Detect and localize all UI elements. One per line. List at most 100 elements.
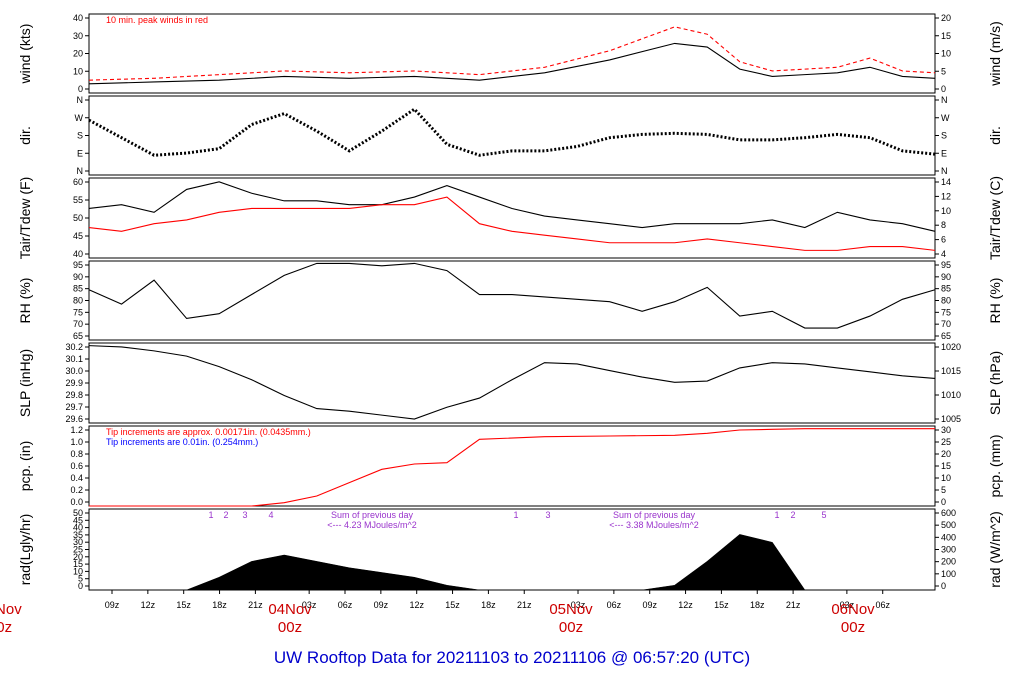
ytick-label-right-slp: 1010 — [941, 390, 961, 400]
xtick-label: 06z — [875, 600, 890, 610]
marker-label: 5 — [821, 510, 826, 520]
ytick-label-left-rad: 50 — [73, 508, 83, 518]
ytick-label-left-rad: 45 — [73, 515, 83, 525]
marker-label: 1 — [513, 510, 518, 520]
ytick-label-right-pcp: 5 — [941, 485, 946, 495]
ytick-label-right-rad: 300 — [941, 545, 956, 555]
day-label-hour: 00z — [0, 619, 12, 636]
ytick-label-right-pcp: 15 — [941, 461, 951, 471]
ylabel-right-slp: SLP (hPa) — [987, 351, 1003, 415]
ytick-label-left-rad: 5 — [78, 574, 83, 584]
panel-frame-slp — [88, 342, 936, 424]
marker-label: 2 — [790, 510, 795, 520]
xtick-label: 12z — [409, 600, 424, 610]
ytick-label-left-rad: 25 — [73, 545, 83, 555]
ytick-label-right-rh: 70 — [941, 319, 951, 329]
ytick-label-left-wind: 40 — [73, 13, 83, 23]
ytick-label-right-slp: 1020 — [941, 342, 961, 352]
day-label-date: 06Nov — [831, 601, 875, 618]
ylabel-left-temp: Tair/Tdew (F) — [17, 177, 33, 259]
series-area-rad — [89, 534, 935, 591]
ytick-label-right-pcp: 0 — [941, 497, 946, 507]
ylabel-right-rad: rad (W/m^2) — [987, 511, 1003, 588]
ytick-label-left-wind: 20 — [73, 49, 83, 59]
ytick-label-right-slp: 1015 — [941, 366, 961, 376]
day-label-hour: 00z — [278, 619, 302, 636]
day-label-hour: 00z — [841, 619, 865, 636]
ytick-label-left-rh: 75 — [73, 307, 83, 317]
xtick-label: 09z — [105, 600, 120, 610]
annotation-sum-previous-day: Sum of previous day — [613, 510, 696, 520]
panel-frame-wind — [88, 13, 936, 94]
ytick-label-left-pcp: 0.4 — [70, 473, 83, 483]
ytick-label-left-rh: 65 — [73, 331, 83, 341]
ytick-label-right-wind: 0 — [941, 84, 946, 94]
ytick-label-right-rh: 90 — [941, 272, 951, 282]
marker-label: 1 — [208, 510, 213, 520]
ytick-label-left-rh: 85 — [73, 284, 83, 294]
xtick-label: 15z — [445, 600, 460, 610]
marker-label: 3 — [545, 510, 550, 520]
xtick-label: 21z — [786, 600, 801, 610]
xtick-label: 03z — [302, 600, 317, 610]
ytick-label-left-rad: 40 — [73, 523, 83, 533]
ytick-label-right-rh: 80 — [941, 296, 951, 306]
ytick-label-left-rad: 15 — [73, 559, 83, 569]
series-line-rh-0 — [88, 262, 936, 329]
ylabel-left-rad: rad(Lgly/hr) — [17, 514, 33, 586]
ytick-label-right-rad: 600 — [941, 508, 956, 518]
ytick-label-right-wind: 5 — [941, 66, 946, 76]
ylabel-right-wind: wind (m/s) — [987, 21, 1003, 87]
xtick-label: 06z — [338, 600, 353, 610]
ytick-label-left-rad: 30 — [73, 537, 83, 547]
ytick-label-left-slp: 29.9 — [65, 378, 83, 388]
ytick-label-left-temp: 45 — [73, 231, 83, 241]
ytick-label-left-pcp: 1.2 — [70, 425, 83, 435]
ylabel-left-pcp: pcp. (in) — [17, 441, 33, 492]
ytick-label-left-dir: S — [77, 131, 83, 141]
panel-frame-rad — [88, 508, 936, 591]
ytick-label-left-slp: 30.0 — [65, 366, 83, 376]
ytick-label-right-rh: 95 — [941, 260, 951, 270]
ytick-label-right-dir: N — [941, 95, 948, 105]
ytick-label-right-dir: N — [941, 166, 948, 176]
ytick-label-right-temp: 8 — [941, 220, 946, 230]
ytick-label-left-dir: W — [75, 113, 84, 123]
ytick-label-right-rh: 65 — [941, 331, 951, 341]
ytick-label-left-dir: E — [77, 148, 83, 158]
ytick-label-right-rad: 400 — [941, 532, 956, 542]
marker-label: 2 — [223, 510, 228, 520]
annotation-peak-winds: 10 min. peak winds in red — [106, 15, 208, 25]
ytick-label-right-slp: 1005 — [941, 414, 961, 424]
annotation-sum-value: <--- 4.23 MJoules/m^2 — [327, 520, 417, 530]
ytick-label-right-rad: 200 — [941, 557, 956, 567]
series-line-temp-1 — [88, 196, 936, 251]
panel-frame-dir — [88, 95, 936, 176]
series-line-slp-0 — [88, 345, 936, 420]
marker-label: 3 — [242, 510, 247, 520]
ytick-label-left-pcp: 0.8 — [70, 449, 83, 459]
ytick-label-left-temp: 50 — [73, 213, 83, 223]
xtick-label: 06z — [607, 600, 622, 610]
ytick-label-left-slp: 29.8 — [65, 390, 83, 400]
marker-label: 1 — [774, 510, 779, 520]
ytick-label-right-temp: 6 — [941, 235, 946, 245]
ytick-label-left-temp: 55 — [73, 195, 83, 205]
ylabel-left-slp: SLP (inHg) — [17, 349, 33, 417]
ytick-label-right-wind: 20 — [941, 13, 951, 23]
ytick-label-right-temp: 4 — [941, 249, 946, 259]
ytick-label-left-pcp: 0.6 — [70, 461, 83, 471]
ytick-label-right-pcp: 10 — [941, 473, 951, 483]
ytick-label-right-rad: 500 — [941, 520, 956, 530]
ytick-label-left-slp: 29.6 — [65, 414, 83, 424]
ytick-label-left-dir: N — [77, 166, 84, 176]
ylabel-left-wind: wind (kts) — [17, 24, 33, 85]
ytick-label-left-rh: 70 — [73, 319, 83, 329]
xtick-label: 09z — [374, 600, 389, 610]
ytick-label-right-temp: 12 — [941, 191, 951, 201]
xtick-label: 21z — [248, 600, 263, 610]
ytick-label-right-rad: 100 — [941, 569, 956, 579]
ytick-label-right-pcp: 20 — [941, 449, 951, 459]
footer-title: UW Rooftop Data for 20211103 to 20211106… — [273, 648, 751, 667]
